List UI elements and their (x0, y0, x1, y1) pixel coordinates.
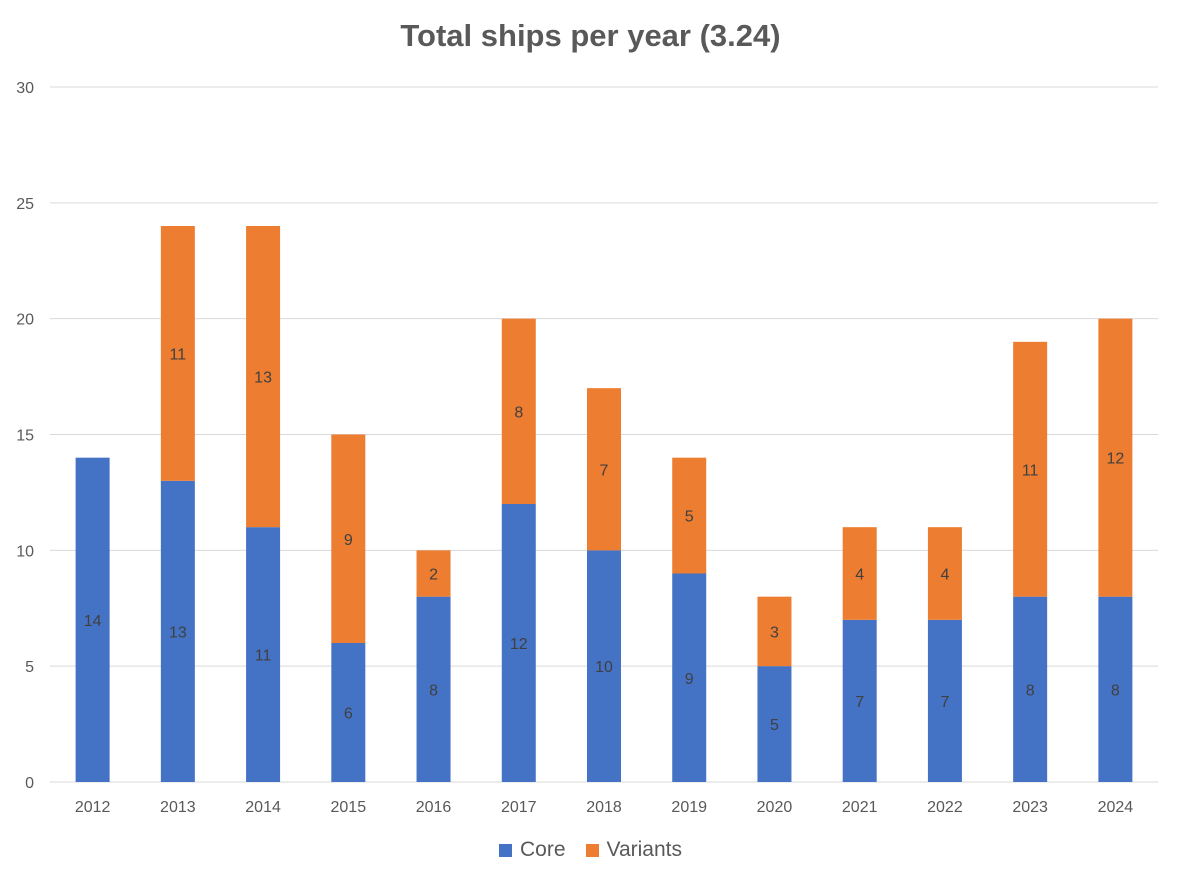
data-label-core-2016: 8 (429, 682, 438, 699)
bar-core-2013 (160, 480, 195, 782)
legend-item-variants: Variants (585, 838, 682, 862)
y-tick-label: 15 (16, 428, 34, 445)
data-label-core-2019: 9 (685, 671, 694, 688)
legend-item-core: Core (498, 838, 566, 862)
data-label-variants-2017: 8 (514, 404, 523, 421)
data-label-core-2013: 13 (169, 624, 187, 641)
bar-core-2023 (1013, 596, 1048, 782)
data-label-core-2020: 5 (770, 717, 779, 734)
bar-variants-2017 (501, 318, 536, 504)
data-label-variants-2019: 5 (685, 509, 694, 526)
chart-title: Total ships per year (3.24) (400, 18, 781, 53)
bar-core-2012 (75, 457, 110, 782)
data-label-variants-2024: 12 (1106, 451, 1124, 468)
data-label-core-2012: 14 (84, 613, 102, 630)
data-label-variants-2018: 7 (600, 462, 609, 479)
x-tick-label: 2019 (671, 799, 707, 816)
x-tick-label: 2013 (160, 799, 196, 816)
data-label-core-2015: 6 (344, 706, 353, 723)
bar-variants-2018 (587, 388, 621, 551)
bar-core-2021 (842, 619, 877, 782)
y-tick-label: 20 (16, 312, 34, 329)
data-label-variants-2015: 9 (344, 532, 353, 549)
data-label-variants-2023: 11 (1022, 462, 1039, 479)
bar-core-2024 (1098, 596, 1133, 782)
bar-variants-2019 (672, 457, 707, 574)
bar-variants-2013 (160, 226, 195, 481)
data-label-variants-2013: 11 (170, 346, 187, 363)
bar-core-2019 (672, 573, 707, 782)
data-label-core-2023: 8 (1026, 682, 1035, 699)
y-tick-label: 5 (25, 659, 34, 676)
data-label-core-2018: 10 (595, 659, 613, 676)
legend-swatch-core (498, 843, 512, 857)
y-tick-label: 10 (16, 543, 34, 560)
data-label-variants-2014: 13 (254, 370, 272, 387)
x-tick-label: 2012 (75, 799, 111, 816)
bar-core-2022 (927, 619, 962, 782)
bar-variants-2016 (416, 550, 451, 597)
y-tick-label: 0 (25, 775, 34, 792)
legend-label-core: Core (519, 838, 566, 861)
bar-variants-2015 (331, 434, 366, 643)
bar-core-2014 (246, 527, 281, 782)
x-tick-label: 2014 (245, 799, 281, 816)
y-tick-label: 30 (16, 80, 34, 97)
y-tick-label: 25 (16, 196, 34, 213)
bar-variants-2021 (842, 527, 877, 620)
x-tick-label: 2020 (757, 799, 793, 816)
x-tick-label: 2016 (416, 799, 452, 816)
legend: Core Variants (0, 838, 1181, 862)
data-label-core-2021: 7 (855, 694, 864, 711)
data-label-core-2017: 12 (510, 636, 528, 653)
x-tick-label: 2021 (842, 799, 878, 816)
data-label-core-2024: 8 (1111, 682, 1120, 699)
data-label-variants-2021: 4 (855, 567, 864, 584)
x-tick-label: 2018 (586, 799, 622, 816)
bar-core-2016 (416, 596, 451, 782)
data-label-variants-2020: 3 (770, 624, 779, 641)
bar-variants-2020 (757, 596, 792, 667)
bar-core-2015 (331, 643, 366, 782)
legend-swatch-variants (585, 843, 599, 857)
bar-core-2020 (757, 666, 792, 782)
data-label-variants-2022: 4 (940, 567, 949, 584)
bar-core-2017 (501, 504, 536, 782)
x-tick-label: 2015 (331, 799, 367, 816)
bar-variants-2024 (1098, 318, 1133, 597)
bar-core-2018 (587, 550, 621, 782)
x-tick-label: 2022 (927, 799, 963, 816)
bar-variants-2014 (246, 226, 281, 528)
data-label-core-2022: 7 (940, 694, 949, 711)
data-label-variants-2016: 2 (429, 567, 438, 584)
x-tick-label: 2017 (501, 799, 537, 816)
bar-variants-2023 (1013, 341, 1048, 597)
x-tick-label: 2024 (1098, 799, 1134, 816)
data-label-core-2014: 11 (255, 648, 272, 665)
legend-label-variants: Variants (606, 838, 682, 861)
bar-variants-2022 (927, 527, 962, 620)
x-tick-label: 2023 (1012, 799, 1048, 816)
